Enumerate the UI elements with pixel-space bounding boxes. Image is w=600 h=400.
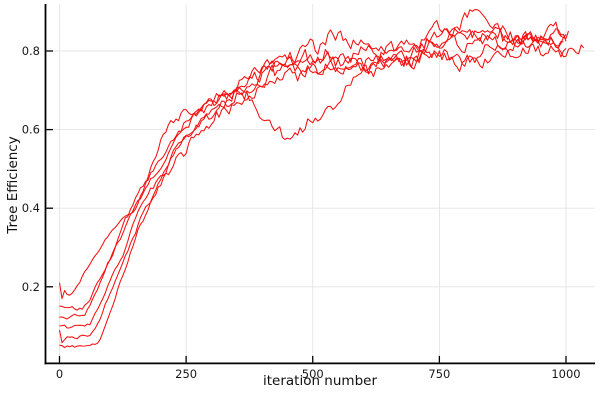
y-tick-label: 0.4 — [22, 201, 40, 215]
x-tick-label: 500 — [302, 367, 324, 381]
series-line-run-3 — [59, 9, 567, 320]
y-tick-label: 0.2 — [22, 280, 40, 294]
y-tick-label: 0.6 — [22, 123, 40, 137]
x-tick-label: 250 — [175, 367, 197, 381]
x-axis-label: iteration number — [262, 373, 377, 389]
series-line-run-2 — [59, 43, 567, 311]
series-line-run-5 — [58, 38, 564, 344]
x-tick-label: 750 — [428, 367, 450, 381]
y-tick-label: 0.8 — [22, 44, 40, 58]
series-line-run-1 — [58, 26, 569, 300]
series-line-run-4 — [59, 33, 585, 329]
x-tick-label: 1000 — [551, 367, 580, 381]
x-tick-label: 0 — [56, 367, 63, 381]
y-axis-label: Tree Efficiency — [5, 136, 21, 234]
series-line-run-6 — [59, 28, 567, 349]
